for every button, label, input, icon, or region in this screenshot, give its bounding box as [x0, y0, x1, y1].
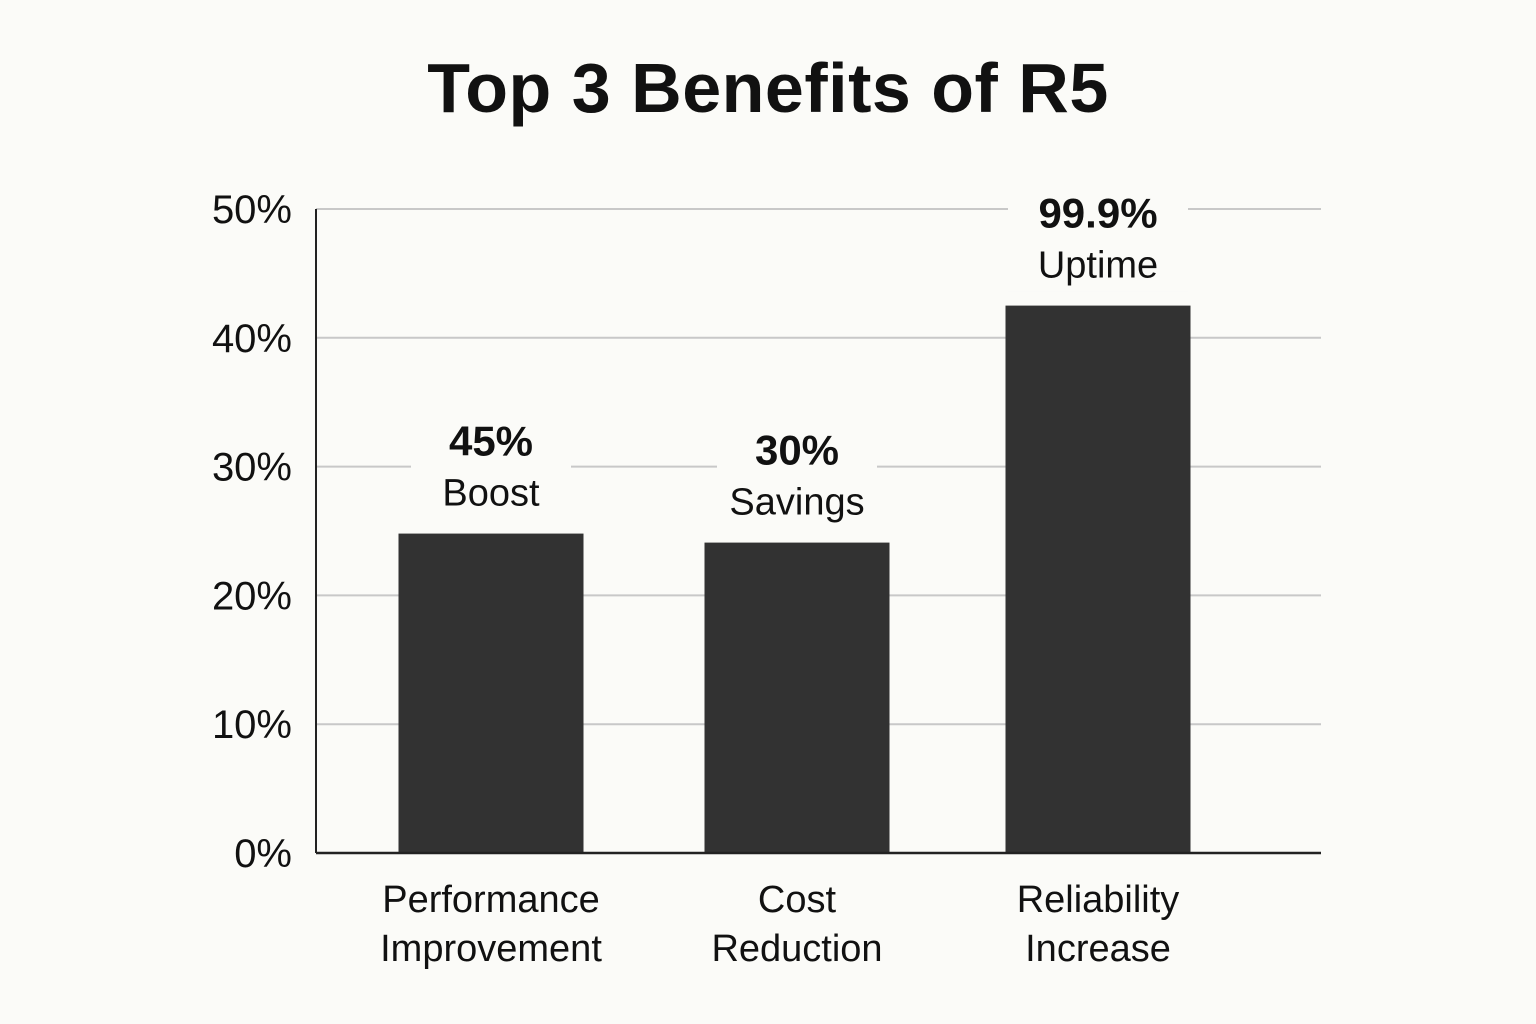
bar-value-label: 45%: [449, 418, 533, 465]
axes: [315, 209, 1321, 855]
x-category-label: Reduction: [711, 928, 882, 970]
bar-value-label: 99.9%: [1038, 190, 1157, 237]
annotation-background: [1008, 185, 1188, 292]
y-tick-label: 40%: [212, 317, 292, 361]
y-tick-label: 20%: [212, 574, 292, 618]
bar-description-label: Uptime: [1038, 245, 1158, 287]
bar-description-label: Boost: [442, 473, 540, 515]
annotation-background: [411, 413, 571, 520]
x-category-label: Performance: [382, 879, 600, 921]
x-axis-categories: Performance Improvement Cost Reduction Relia…: [380, 879, 1179, 970]
bar-value-label: 30%: [755, 427, 839, 474]
x-category-label: Improvement: [380, 928, 602, 970]
bar-3: [1005, 305, 1191, 854]
x-category-label: Cost: [758, 879, 837, 921]
chart-title: Top 3 Benefits of R5: [427, 49, 1109, 127]
x-category-label: Reliability: [1017, 879, 1180, 921]
y-axis-ticks: 0% 10% 20% 30% 40% 50%: [212, 188, 292, 876]
bar-annotations: 45% Boost 30% Savings 99.9% Uptime: [411, 185, 1188, 529]
bar-1: [398, 533, 584, 853]
bars: [398, 305, 1191, 854]
bar-2: [704, 542, 890, 853]
annotation-background: [717, 422, 877, 529]
y-tick-label: 50%: [212, 188, 292, 232]
x-category-label: Increase: [1025, 928, 1171, 970]
y-tick-label: 10%: [212, 703, 292, 747]
y-tick-label: 30%: [212, 446, 292, 490]
y-tick-label: 0%: [234, 832, 292, 876]
bar-description-label: Savings: [729, 482, 864, 524]
